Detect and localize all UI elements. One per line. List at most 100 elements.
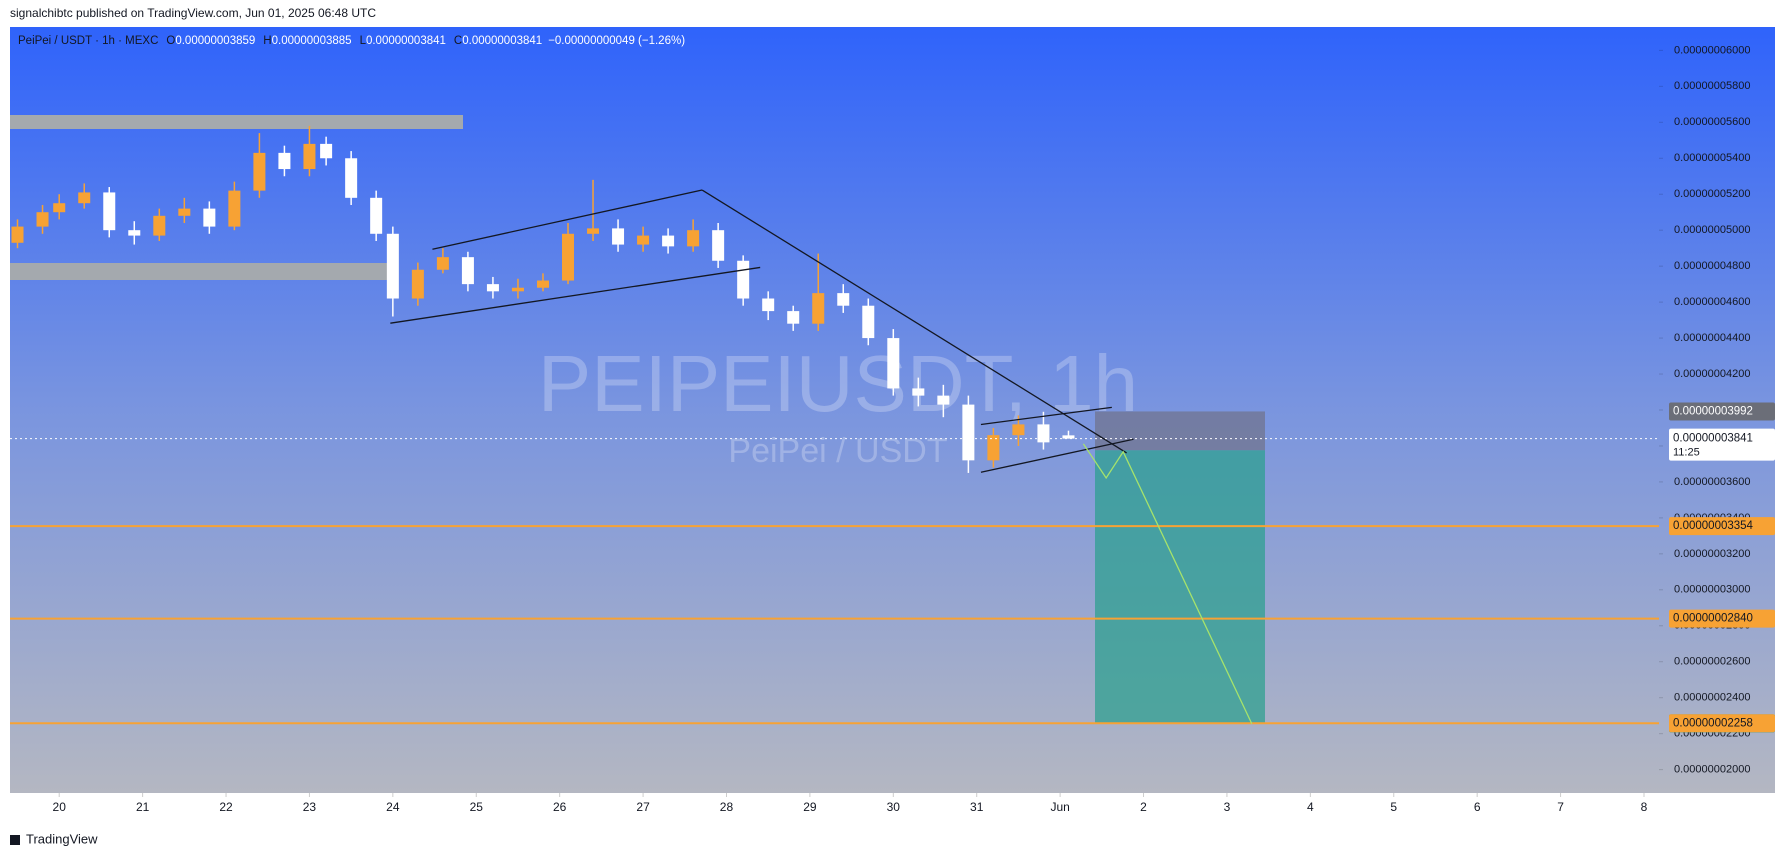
candle-body [278,152,291,170]
flag-line [980,406,1112,426]
logo [10,835,20,845]
candle [662,228,675,254]
candle [737,255,750,306]
candle-body [912,388,925,396]
y-tick-label: 0.00000005600 [1674,116,1750,128]
symbol: PeiPei / USDT · 1h · MEXC [18,35,158,47]
candle [370,190,383,241]
candle-body [511,287,524,292]
y-tick-label: 0.00000004400 [1674,332,1750,344]
channel-line [432,189,703,250]
ohlc-key: L [360,35,367,47]
candle [128,221,141,245]
candle-body [370,197,383,234]
candle-body [937,395,950,405]
ohlc-value: 0.00000003841 [366,35,446,47]
candle-body [587,228,600,234]
stop-zone [1095,411,1265,451]
countdown: 11:25 [1673,446,1700,458]
ohlc-value: 0.00000003841 [462,35,542,47]
candle-body [837,293,850,306]
resistance-zone [10,115,463,129]
candle-body [78,192,91,204]
candle-body [153,215,166,236]
y-tick-label: 0.00000002400 [1674,692,1750,704]
candle-body [128,230,141,236]
candle [461,251,474,292]
candle [937,384,950,418]
watermark-sub: PeiPei / USDT [728,432,947,470]
x-tick-label: 8 [1641,800,1648,814]
x-tick-label: 2 [1140,800,1147,814]
candle [812,253,825,331]
candle-body [178,208,191,216]
candle-body [787,311,800,324]
candle-body [303,143,316,170]
candle-body [1012,424,1025,436]
y-tick-label: 0.00000002600 [1674,656,1750,668]
y-tick-label: 0.00000003600 [1674,476,1750,488]
candle-body [53,203,66,213]
y-tick-label: 0.00000004200 [1674,368,1750,380]
candle-body [737,260,750,299]
legend: PeiPei / USDT · 1h · MEXC O0.00000003859 H… [18,35,685,47]
candle [912,377,925,407]
x-tick-label: 5 [1390,800,1397,814]
candle [303,125,316,177]
price-badge-label: 0.00000002840 [1673,613,1753,625]
price-badge [1669,609,1775,628]
candle [345,151,358,206]
current-badge-label: 0.00000003841 [1673,433,1753,445]
x-tick-label: 24 [386,800,400,814]
support-zone [10,263,387,280]
candle-body [203,208,216,227]
candle [987,427,1000,468]
ohlc-key: H [263,35,271,47]
ohlc-value: 0.00000003885 [272,35,352,47]
candle [962,395,975,473]
candle [411,262,424,306]
candle-body [887,338,900,389]
candle [178,197,191,223]
y-tick-label: 0.00000004800 [1674,260,1750,272]
x-tick-label: 27 [636,800,650,814]
candle [320,136,333,166]
candle [436,248,449,274]
candle-body [687,230,700,247]
price-badge-label: 0.00000002258 [1673,717,1753,729]
y-tick-label: 0.00000005200 [1674,188,1750,200]
candle [386,226,399,317]
candle [887,329,900,396]
candle-body [1037,424,1050,443]
candle [1037,411,1050,450]
ohlc-key: C [454,35,462,47]
candle [228,181,241,231]
price-badge [1669,517,1775,536]
y-tick-label: 0.00000003000 [1674,584,1750,596]
candle [78,183,91,209]
candle-body [345,158,358,198]
x-tick-label: 4 [1307,800,1314,814]
y-tick-label: 0.00000005800 [1674,80,1750,92]
y-tick-label: 0.00000006000 [1674,44,1750,56]
candle [153,208,166,241]
candle-body [36,212,49,227]
candle [1062,430,1075,439]
candle [486,276,499,299]
y-tick-label: 0.00000005400 [1674,152,1750,164]
candle-body [411,269,424,299]
x-tick-label: 26 [553,800,567,814]
candle-body [486,284,499,292]
change: −0.00000000049 (−1.26%) [548,35,685,47]
x-tick-label: 7 [1557,800,1564,814]
projection [1082,443,1253,725]
candle [612,219,625,252]
candle [787,305,800,331]
candle [511,278,524,299]
candle [687,219,700,252]
x-tick-label: 29 [803,800,817,814]
candle-body [1062,435,1075,439]
candle [278,145,291,177]
candle-body [662,235,675,247]
